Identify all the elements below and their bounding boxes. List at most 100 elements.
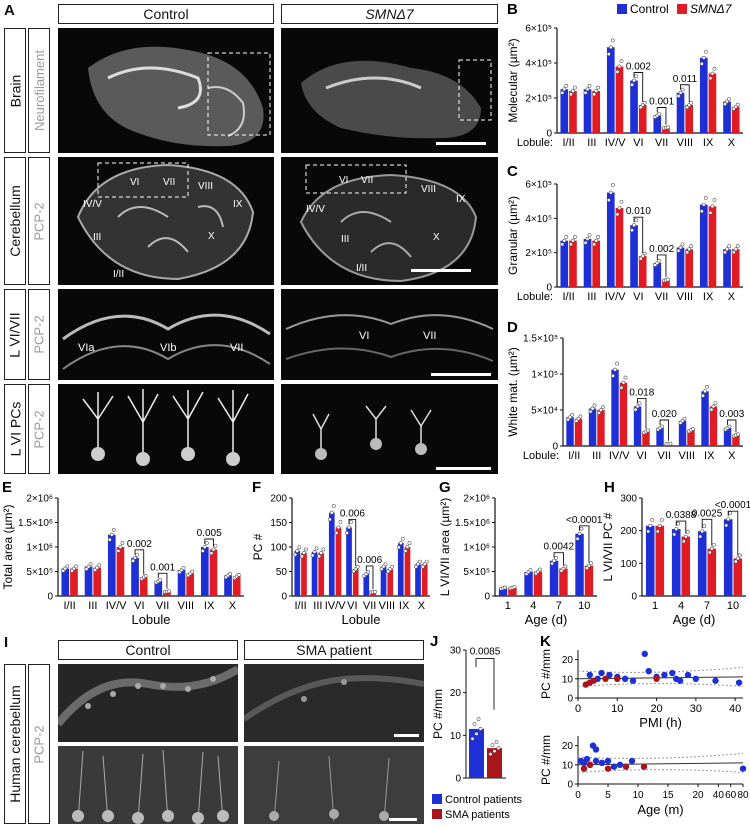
data-point bbox=[723, 102, 727, 106]
lobule-label: VIII bbox=[198, 181, 213, 192]
scatter-point bbox=[586, 671, 593, 679]
data-point bbox=[550, 561, 554, 566]
brain-image-control bbox=[58, 28, 274, 153]
data-point bbox=[648, 523, 653, 528]
data-point bbox=[682, 416, 687, 421]
data-point bbox=[708, 210, 713, 215]
data-point bbox=[594, 89, 599, 93]
column-header-text: SMNΔ7 bbox=[365, 6, 414, 22]
bar-control bbox=[630, 80, 638, 133]
lobule-label: I/II bbox=[356, 263, 367, 274]
x-tick-label: 20 bbox=[692, 790, 704, 801]
legend-label: Control patients bbox=[445, 794, 523, 806]
chart-e: E 0 5×10⁵ 1×10⁶ 1.5×10⁶ 2×10⁶ Total area (µm²)… bbox=[1, 479, 244, 627]
data-point bbox=[84, 567, 89, 571]
x-tick-label: VI bbox=[637, 450, 647, 462]
bar-control bbox=[397, 543, 404, 596]
data-point bbox=[131, 558, 135, 563]
panel-label: K bbox=[540, 633, 551, 650]
scatter-point bbox=[616, 761, 624, 768]
scatter-point bbox=[586, 761, 594, 768]
data-point bbox=[560, 242, 565, 247]
bar-smn bbox=[731, 249, 740, 287]
bar-control bbox=[676, 92, 685, 133]
bar-smn bbox=[387, 569, 394, 596]
significance-bracket bbox=[633, 72, 644, 102]
significance-bracket bbox=[656, 107, 667, 125]
x-tick-label: III bbox=[313, 600, 322, 612]
data-point bbox=[594, 238, 599, 243]
bar-smn bbox=[116, 547, 125, 596]
data-point bbox=[329, 510, 334, 515]
data-point bbox=[674, 527, 679, 531]
bar-control bbox=[723, 428, 732, 446]
y-tick-label: 0 bbox=[631, 592, 637, 603]
data-point bbox=[646, 529, 651, 534]
data-point bbox=[304, 547, 308, 552]
data-point bbox=[737, 553, 742, 558]
x-tick-label: 1 bbox=[652, 600, 658, 612]
data-point bbox=[575, 536, 580, 541]
row-stain-lobule: PCP-2 bbox=[28, 289, 50, 380]
bar-smn bbox=[642, 431, 650, 446]
bar bbox=[469, 728, 484, 778]
data-point bbox=[597, 410, 601, 415]
x-tick-label: 1 bbox=[505, 600, 511, 612]
data-point bbox=[204, 541, 209, 545]
data-point bbox=[724, 523, 729, 528]
y-tick-label: 200 bbox=[620, 526, 637, 537]
data-point bbox=[135, 552, 139, 557]
y-tick-label: 2×10⁶ bbox=[26, 494, 53, 505]
data-point bbox=[613, 367, 617, 372]
row-label-brain: Brain bbox=[4, 28, 26, 153]
data-point bbox=[554, 555, 558, 560]
lobule-image-smn: VI VII bbox=[281, 289, 498, 380]
data-point bbox=[726, 517, 731, 522]
panel-label: E bbox=[2, 479, 12, 496]
x-axis-label: Lobule bbox=[341, 612, 380, 627]
p-value: 0.002 bbox=[626, 62, 651, 73]
p-value: 0.002 bbox=[127, 539, 152, 550]
column-header-sma: SMA patient bbox=[244, 640, 424, 660]
p-value: 0.003 bbox=[719, 409, 744, 420]
bar-control bbox=[131, 557, 139, 596]
x-tick-label: I/II bbox=[568, 450, 580, 462]
panel-label: D bbox=[507, 319, 518, 336]
row-stain-text: PCP-2 bbox=[31, 315, 47, 354]
legend-swatch-sma-patients bbox=[432, 809, 442, 819]
data-point bbox=[707, 550, 712, 555]
bar-smn bbox=[301, 552, 307, 596]
row-label-text: Brain bbox=[7, 74, 23, 107]
data-point bbox=[120, 541, 125, 545]
scatter-point bbox=[590, 677, 597, 684]
scatter-point bbox=[621, 675, 629, 682]
y-axis-label: Total area (µm²) bbox=[1, 505, 15, 590]
data-point bbox=[712, 66, 717, 71]
data-point bbox=[86, 564, 91, 569]
chart-c: C 0 2×10⁵ 4×10⁵ 6×10⁵ Granular (µm²) I/II III IV… bbox=[506, 163, 743, 303]
p-value: 0.010 bbox=[626, 206, 651, 217]
bar-control bbox=[177, 570, 186, 596]
scatter-point bbox=[653, 675, 660, 682]
data-point bbox=[583, 240, 588, 245]
data-point bbox=[736, 432, 740, 437]
bar-smn bbox=[732, 435, 740, 446]
bar-smn bbox=[685, 105, 694, 133]
x-tick-label: IX bbox=[399, 600, 410, 612]
lobule-label: I/II bbox=[113, 269, 124, 280]
panel-label: J bbox=[430, 633, 438, 650]
bar-control bbox=[200, 547, 209, 596]
y-tick-label: 20 bbox=[562, 655, 574, 666]
bar-control bbox=[560, 240, 569, 287]
data-point bbox=[689, 100, 694, 105]
lobule-label: VI bbox=[339, 175, 348, 186]
data-point bbox=[470, 736, 475, 741]
bar-smn bbox=[662, 280, 670, 287]
row-stain-text: Neurofilament bbox=[31, 50, 47, 131]
data-point bbox=[552, 558, 556, 563]
p-value: 0.020 bbox=[652, 409, 677, 420]
data-point bbox=[211, 547, 216, 552]
y-axis-label: L VI/VII area (µm²) bbox=[438, 498, 452, 597]
y-axis-label: PC #/mm bbox=[431, 689, 445, 739]
data-point bbox=[608, 190, 613, 195]
